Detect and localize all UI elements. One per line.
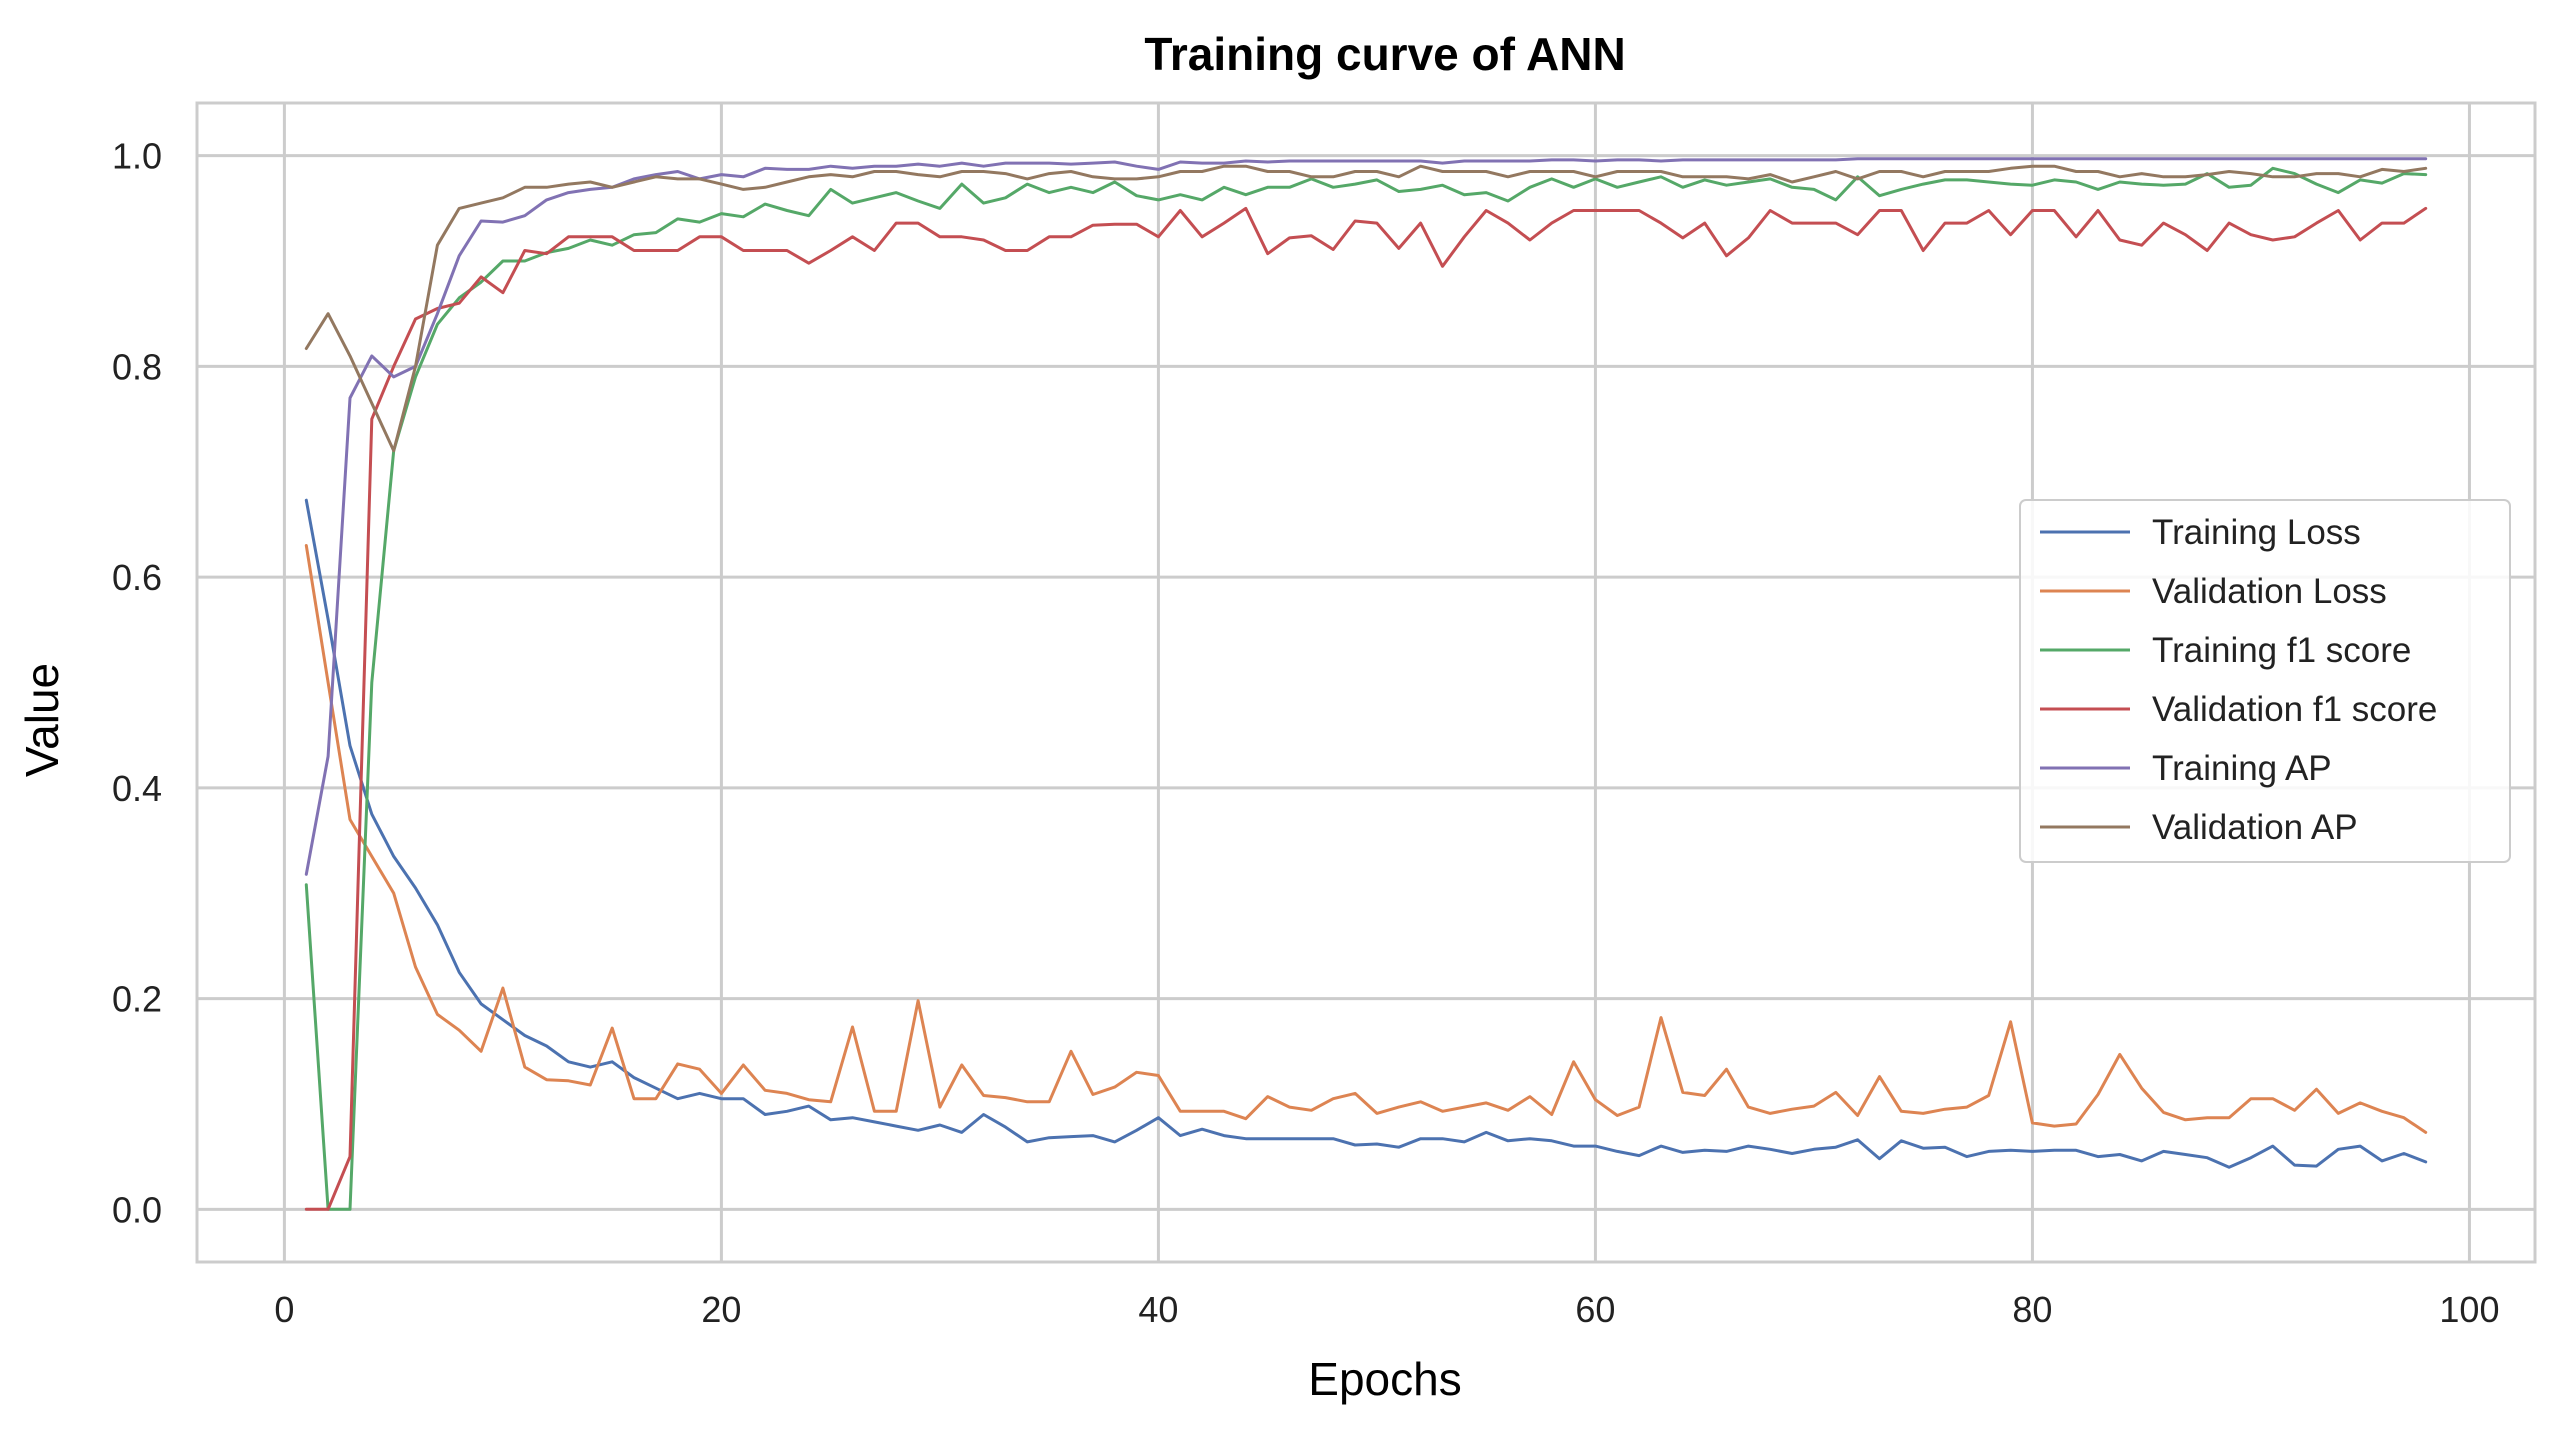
plot-frame: [195, 101, 2537, 1264]
legend-box: [2019, 499, 2511, 863]
legend-label-validation-ap: Validation AP: [2152, 808, 2358, 847]
y-tick-label: 1.0: [112, 136, 162, 177]
x-tick-label: 20: [701, 1289, 741, 1330]
y-tick-label: 0.2: [112, 979, 162, 1020]
series-layer: [304, 157, 2428, 1211]
series-line-validation-f1-score: [304, 206, 2428, 1211]
chart-title: Training curve of ANN: [1144, 28, 1625, 80]
y-tick-label: 0.8: [112, 346, 162, 387]
series-line-training-loss: [304, 498, 2428, 1169]
x-tick-label: 60: [1575, 1289, 1615, 1330]
x-tick-label: 40: [1138, 1289, 1178, 1330]
y-tick-label: 0.4: [112, 768, 162, 809]
tick-layer: 0 20 40 60 80 100 0.0 0.2 0.4 0.6 0.8 1.0: [112, 136, 2500, 1330]
x-tick-label: 100: [2439, 1289, 2499, 1330]
series-line-training-f1-score: [304, 166, 2428, 1211]
legend-label-training-loss: Training Loss: [2152, 513, 2361, 552]
legend-items: Training Loss Validation Loss Training f1 …: [2040, 513, 2437, 847]
legend-label-training-ap: Training AP: [2152, 749, 2332, 788]
series-line-validation-ap: [304, 164, 2428, 453]
y-tick-label: 0.0: [112, 1189, 162, 1230]
x-tick-label: 80: [2012, 1289, 2052, 1330]
series-line-validation-loss: [304, 544, 2428, 1134]
x-axis-label: Epochs: [1308, 1353, 1461, 1405]
legend-label-training-f1-score: Training f1 score: [2152, 631, 2411, 670]
legend-label-validation-loss: Validation Loss: [2152, 572, 2387, 611]
y-axis-label: Value: [16, 663, 68, 777]
x-tick-label: 0: [274, 1289, 294, 1330]
legend-label-validation-f1-score: Validation f1 score: [2152, 690, 2437, 729]
y-tick-label: 0.6: [112, 557, 162, 598]
series-line-training-ap: [304, 157, 2428, 876]
legend: Training Loss Validation Loss Training f1 …: [2019, 499, 2511, 863]
